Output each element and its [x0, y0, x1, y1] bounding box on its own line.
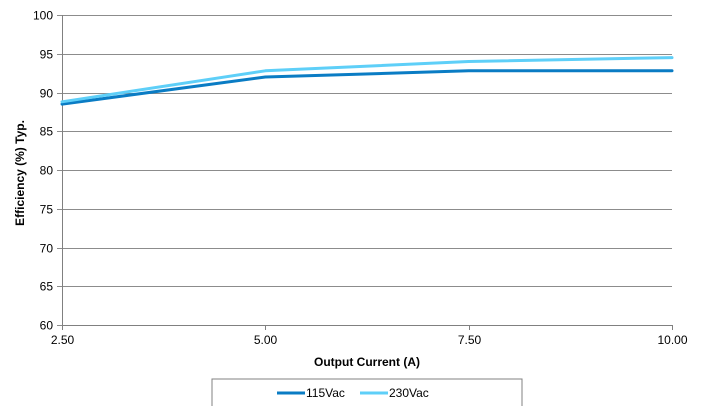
- series-lines: [60, 56, 674, 106]
- tick-labels: 60 65 70 75 80 85 90 95 100 2.50 5.00 7.50 10.00: [33, 9, 688, 348]
- series-line-115Vac: [60, 69, 674, 106]
- series-line-230Vac: [60, 56, 674, 104]
- legend: 115Vac 230Vac: [211, 378, 523, 410]
- y-tick-label: 100: [33, 9, 53, 23]
- y-tick-label: 60: [40, 319, 54, 333]
- axes: [62, 15, 673, 330]
- y-axis-title: Efficiency (%) Typ.: [13, 120, 27, 226]
- legend-items: 115Vac 230Vac: [277, 386, 429, 400]
- x-axis-title: Output Current (A): [314, 355, 420, 369]
- x-tick-label: 2.50: [51, 333, 75, 347]
- legend-label: 230Vac: [389, 386, 429, 400]
- y-tick-label: 90: [40, 87, 54, 101]
- y-tick-label: 70: [40, 242, 54, 256]
- x-tick-label: 5.00: [254, 333, 278, 347]
- y-tick-label: 85: [40, 125, 54, 139]
- y-tick-label: 75: [40, 203, 54, 217]
- grid-lines: [57, 15, 672, 326]
- y-tick-label: 80: [40, 164, 54, 178]
- y-tick-label: 95: [40, 48, 54, 62]
- legend-label: 115Vac: [306, 386, 345, 400]
- y-tick-label: 65: [40, 280, 54, 294]
- x-tick-label: 7.50: [458, 333, 482, 347]
- x-tick-label: 10.00: [657, 333, 687, 347]
